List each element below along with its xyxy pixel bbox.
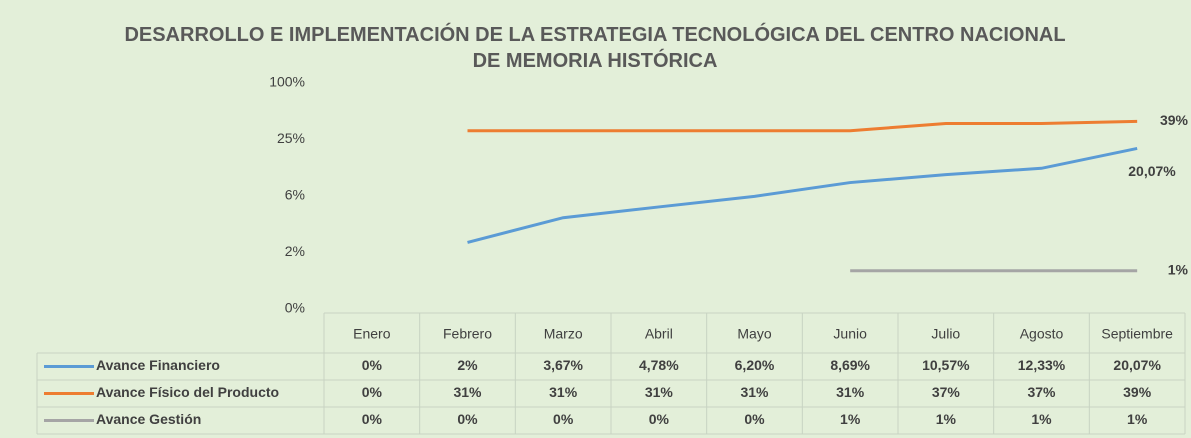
series-line — [467, 146, 1138, 244]
y-tick-label: 100% — [269, 74, 305, 90]
x-tick-label: Abril — [645, 326, 673, 342]
table-cell: 31% — [549, 384, 578, 400]
x-tick-label: Enero — [353, 326, 391, 342]
legend-label: Avance Físico del Producto — [96, 384, 279, 400]
y-tick-label: 6% — [285, 187, 305, 203]
table-cell: 3,67% — [543, 357, 583, 373]
table-cell: 1% — [1127, 411, 1148, 427]
table-cell: 0% — [362, 411, 383, 427]
series-line — [467, 119, 1138, 133]
table-cell: 4,78% — [639, 357, 679, 373]
y-tick-label: 0% — [285, 300, 305, 316]
table-cell: 2% — [457, 357, 478, 373]
table-cell: 1% — [936, 411, 957, 427]
data-label: 39% — [1160, 112, 1189, 128]
table-cell: 6,20% — [735, 357, 775, 373]
table-cell: 0% — [553, 411, 574, 427]
table-cell: 31% — [453, 384, 482, 400]
table-cell: 39% — [1123, 384, 1152, 400]
table-cell: 1% — [840, 411, 861, 427]
legend-label: Avance Financiero — [96, 357, 220, 373]
x-tick-label: Mayo — [737, 326, 771, 342]
x-tick-label: Julio — [931, 326, 960, 342]
y-tick-label: 2% — [285, 243, 305, 259]
table-cell: 1% — [1031, 411, 1052, 427]
table-cell: 0% — [649, 411, 670, 427]
x-tick-label: Febrero — [443, 326, 492, 342]
table-cell: 20,07% — [1113, 357, 1161, 373]
table-cell: 31% — [740, 384, 769, 400]
table-cell: 0% — [362, 357, 383, 373]
data-label: 20,07% — [1128, 163, 1176, 179]
table-cell: 31% — [645, 384, 674, 400]
x-tick-label: Septiembre — [1101, 326, 1173, 342]
x-tick-label: Agosto — [1020, 326, 1064, 342]
x-tick-label: Junio — [833, 326, 867, 342]
data-label: 1% — [1168, 261, 1189, 277]
table-cell: 0% — [744, 411, 765, 427]
y-tick-label: 25% — [277, 130, 305, 146]
table-cell: 8,69% — [830, 357, 870, 373]
table-cell: 0% — [362, 384, 383, 400]
legend-label: Avance Gestión — [96, 411, 201, 427]
table-cell: 0% — [457, 411, 478, 427]
x-tick-label: Marzo — [544, 326, 583, 342]
table-cell: 37% — [932, 384, 961, 400]
table-cell: 10,57% — [922, 357, 970, 373]
table-cell: 31% — [836, 384, 865, 400]
table-cell: 12,33% — [1018, 357, 1066, 373]
chart-title: DESARROLLO E IMPLEMENTACIÓN DE LA ESTRAT… — [124, 24, 1066, 72]
table-cell: 37% — [1027, 384, 1056, 400]
